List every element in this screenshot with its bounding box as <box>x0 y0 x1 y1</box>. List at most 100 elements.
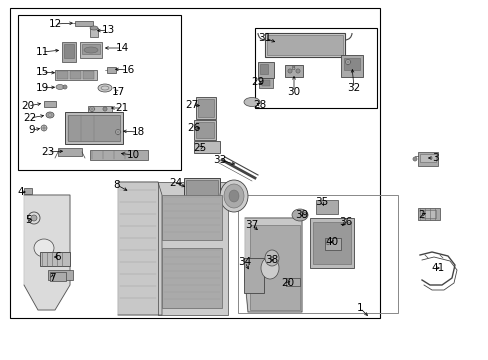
Bar <box>419 154 435 162</box>
Bar <box>83 71 94 79</box>
Bar <box>194 141 220 153</box>
Bar <box>18 15 181 170</box>
Circle shape <box>115 130 120 135</box>
Bar <box>325 238 340 250</box>
Bar <box>266 35 342 55</box>
Bar <box>162 248 222 308</box>
Bar <box>107 67 116 73</box>
Bar <box>80 42 102 58</box>
Bar <box>249 225 299 310</box>
Bar <box>185 180 218 218</box>
Bar <box>244 258 264 293</box>
Circle shape <box>302 212 307 217</box>
Ellipse shape <box>291 209 307 221</box>
Text: 35: 35 <box>315 197 328 207</box>
Bar <box>10 8 379 318</box>
Text: 17: 17 <box>111 87 124 97</box>
Text: 12: 12 <box>48 19 61 29</box>
Text: 19: 19 <box>35 83 48 93</box>
Circle shape <box>345 59 350 64</box>
Circle shape <box>41 125 47 131</box>
Ellipse shape <box>56 85 64 90</box>
Ellipse shape <box>34 239 54 257</box>
Bar <box>183 178 220 220</box>
Bar <box>264 33 345 57</box>
Text: 38: 38 <box>265 255 278 265</box>
Text: 10: 10 <box>126 150 139 160</box>
Text: 41: 41 <box>430 263 444 273</box>
Text: 16: 16 <box>121 65 134 75</box>
Bar <box>68 115 120 141</box>
Bar <box>50 272 66 281</box>
Text: 6: 6 <box>55 252 61 262</box>
Bar <box>44 101 56 107</box>
Text: 8: 8 <box>113 180 120 190</box>
Text: 27: 27 <box>185 100 198 110</box>
Bar <box>343 58 359 70</box>
Text: 14: 14 <box>115 43 128 53</box>
Text: 2: 2 <box>418 210 425 220</box>
Bar <box>58 148 82 156</box>
Bar <box>48 270 73 280</box>
Text: 37: 37 <box>245 220 258 230</box>
Bar <box>57 71 68 79</box>
Bar <box>285 278 299 286</box>
Text: 40: 40 <box>325 237 338 247</box>
Text: 11: 11 <box>35 47 48 57</box>
Bar <box>90 28 98 37</box>
Text: 23: 23 <box>41 147 55 157</box>
Bar <box>417 208 439 220</box>
Circle shape <box>89 107 94 112</box>
Bar <box>158 182 227 315</box>
Text: 9: 9 <box>29 125 35 135</box>
Bar <box>65 112 123 144</box>
Bar <box>254 28 376 108</box>
Ellipse shape <box>90 26 98 30</box>
Bar <box>24 188 32 194</box>
Text: 31: 31 <box>258 33 271 43</box>
Text: 5: 5 <box>24 215 31 225</box>
Text: 15: 15 <box>35 67 48 77</box>
Ellipse shape <box>220 180 247 212</box>
Bar <box>417 152 437 166</box>
Text: 26: 26 <box>187 123 200 133</box>
Circle shape <box>412 157 416 161</box>
Text: 36: 36 <box>339 217 352 227</box>
Bar <box>90 150 148 160</box>
Text: 24: 24 <box>169 178 182 188</box>
Circle shape <box>287 69 291 73</box>
Text: B: B <box>290 66 294 71</box>
Text: 32: 32 <box>346 83 360 93</box>
Bar <box>70 71 81 79</box>
Text: 39: 39 <box>295 210 308 220</box>
Ellipse shape <box>46 112 54 118</box>
Ellipse shape <box>98 84 112 92</box>
Ellipse shape <box>261 257 279 279</box>
Ellipse shape <box>244 98 260 107</box>
Bar <box>260 64 267 74</box>
Bar <box>340 55 362 77</box>
Text: 34: 34 <box>238 257 251 267</box>
Text: 25: 25 <box>193 143 206 153</box>
Text: 13: 13 <box>101 25 114 35</box>
Bar <box>259 78 272 88</box>
Bar <box>315 200 337 214</box>
Bar <box>196 122 214 138</box>
Text: 21: 21 <box>115 103 128 113</box>
Bar <box>238 195 397 313</box>
Bar <box>64 44 74 58</box>
Polygon shape <box>118 182 162 315</box>
Text: 1: 1 <box>356 303 363 313</box>
Bar <box>285 65 303 77</box>
Bar <box>75 21 93 26</box>
Bar <box>312 222 350 264</box>
Text: 18: 18 <box>131 127 144 137</box>
Bar <box>262 80 269 86</box>
Circle shape <box>103 107 107 111</box>
Text: 29: 29 <box>251 77 264 87</box>
Bar <box>162 195 222 240</box>
Polygon shape <box>244 218 302 312</box>
Bar <box>194 120 216 140</box>
Ellipse shape <box>224 184 244 208</box>
Text: 30: 30 <box>287 87 300 97</box>
